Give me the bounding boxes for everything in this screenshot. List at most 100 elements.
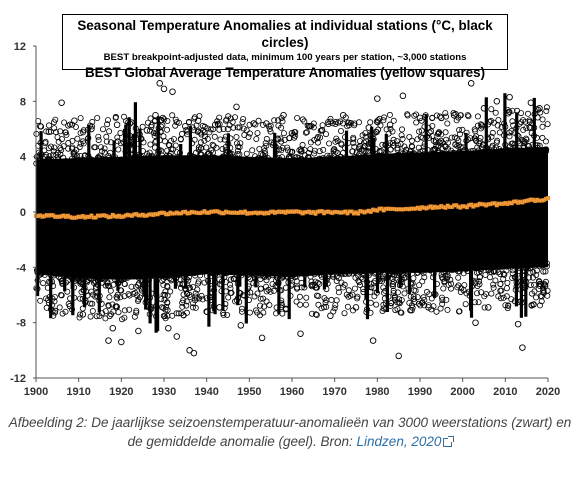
station-point [278,154,285,161]
station-point [504,147,511,154]
station-point [55,138,62,145]
station-point [312,311,319,318]
station-point [472,150,479,157]
station-point [286,135,293,142]
station-point [345,119,352,126]
station-spike [173,277,177,289]
station-point [503,285,510,292]
station-point [398,151,405,158]
station-point [455,274,462,281]
station-spike [519,268,523,318]
station-point [524,142,531,149]
station-point [362,133,369,140]
station-point [133,307,140,314]
chart-subtitle: BEST breakpoint-adjusted data, minimum 1… [103,52,467,63]
station-spike [132,133,136,157]
station-outlier-point [224,125,232,133]
station-point [474,264,481,271]
station-point [267,128,274,135]
station-point [229,119,236,126]
station-point [414,136,421,143]
station-point [189,304,196,311]
station-point [46,122,53,129]
station-point [263,298,270,305]
station-point [301,146,308,153]
station-point [161,273,168,280]
station-point [384,154,391,161]
station-point [263,135,270,142]
station-point [195,280,202,287]
station-point [322,268,329,275]
station-outlier-point [305,122,313,130]
station-point [169,146,176,153]
station-point [387,154,394,161]
station-outlier-point [233,103,240,111]
station-point [474,122,481,129]
station-point [462,264,469,271]
station-point [106,128,113,135]
station-point [114,291,121,298]
station-point [145,152,152,159]
station-spike [322,274,326,290]
station-point [231,269,238,276]
station-point [314,133,321,140]
station-point [87,313,94,320]
station-point [528,261,535,268]
station-point [538,293,545,300]
station-point [444,306,451,313]
station-spike [97,279,101,313]
station-point [341,310,348,317]
station-point [543,108,550,115]
station-point [504,261,511,268]
station-point [279,144,286,151]
station-point [409,151,416,158]
station-point [433,143,440,150]
y-tick-label: 8 [20,96,26,108]
station-point [57,128,64,135]
station-point [299,116,306,123]
station-point [198,151,205,158]
station-point [418,127,425,134]
station-point [399,135,406,142]
station-point [310,269,317,276]
source-link[interactable]: Lindzen, 2020 [357,434,455,449]
station-point [53,151,60,158]
station-point [329,267,336,274]
station-point [72,124,79,131]
station-point [227,115,234,122]
station-point [338,279,345,286]
station-point [346,156,353,163]
station-point [412,152,419,159]
station-point [192,155,199,162]
station-point [315,301,322,308]
station-point [115,272,122,279]
station-point [427,267,434,274]
station-point [472,128,479,135]
station-point [439,300,446,307]
station-point [497,271,504,278]
station-point [91,272,98,279]
station-spike [49,275,53,319]
station-point [161,116,168,123]
station-point [508,296,515,303]
station-point [492,109,499,116]
station-point [174,270,181,277]
station-point [185,119,192,126]
station-point [456,151,463,158]
station-spike [156,116,160,156]
station-point [476,138,483,145]
station-point [187,268,194,275]
station-point [421,274,428,281]
x-tick-label: 1940 [194,386,218,398]
station-spike [221,274,225,311]
station-outlier-point [263,120,270,127]
station-point [77,311,84,318]
global-average-point [89,213,94,218]
station-outlier-point [118,338,125,346]
station-point [233,133,240,140]
station-point [408,137,415,144]
station-point [224,311,231,318]
station-point [65,145,72,152]
station-point [501,271,508,278]
y-tick-label: 12 [14,41,26,53]
